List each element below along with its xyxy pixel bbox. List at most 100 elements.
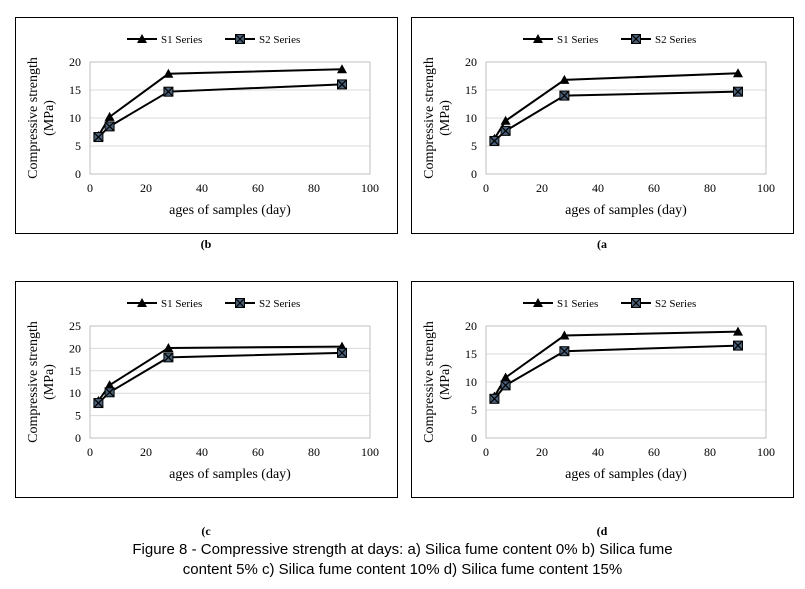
x-tick-label: 60 [252,445,264,459]
data-point [337,347,347,358]
y-tick-label: 20 [69,341,81,355]
triangle-marker-icon [533,298,543,307]
y-tick-label: 5 [471,139,477,153]
y-axis-label-line-2: (MPa) [42,364,57,400]
x-tick-label: 40 [592,445,604,459]
y-tick-label: 15 [465,347,477,361]
x-tick-label: 0 [483,181,489,195]
plot-area [89,325,371,439]
triangle-marker-icon [533,34,543,43]
x-tick-label: 40 [196,181,208,195]
data-point [337,64,347,74]
data-point [163,342,174,352]
data-point [733,340,743,351]
y-tick-label: 10 [465,111,477,125]
triangle-marker-icon [137,34,147,43]
data-point [559,74,570,84]
x-tick-label: 0 [87,181,93,195]
y-axis-label-line-2: (MPa) [438,100,453,136]
x-axis-label: ages of samples (day) [565,203,687,218]
x-tick-label: 20 [140,445,152,459]
chart-panel-b: 0 5 10 15 20 0 20 40 60 80 100 ages of samples (day… [15,17,427,298]
x-tick-label: 100 [361,181,379,195]
x-axis-label: ages of samples (day) [169,203,291,218]
y-tick-label: 5 [471,403,477,417]
y-axis-label: Compressive strength (MPa) [422,57,453,179]
data-point [733,86,743,97]
series-line [97,351,343,404]
y-tick-label: 20 [465,319,477,333]
plot-area [89,61,371,175]
figure-caption: Figure 8 - Compressive strength at days:… [0,540,805,580]
x-axis-label: ages of samples (day) [169,467,291,482]
data-point [104,387,115,398]
x-tick-label: 20 [536,181,548,195]
y-tick-label: 5 [75,139,81,153]
data-point [500,380,511,391]
legend-label: S2 Series [655,298,696,310]
legend: S1 Series S2 Series [523,34,696,46]
legend-label: S2 Series [655,34,696,46]
square-x-marker-icon [235,298,245,308]
data-point [337,79,347,90]
x-tick-label: 80 [308,181,320,195]
square-x-marker-icon [235,34,245,44]
figure-caption-line-1: Figure 8 - Compressive strength at days:… [132,541,673,558]
legend-label: S2 Series [259,34,300,46]
x-tick-label: 80 [308,445,320,459]
y-axis-label-line-1: Compressive strength [26,57,41,179]
x-axis-label: ages of samples (day) [565,467,687,482]
data-point [163,68,174,78]
data-point [559,346,570,357]
legend-label: S1 Series [557,298,598,310]
y-axis-label-line-2: (MPa) [438,364,453,400]
chart-frame [411,281,794,498]
chart-svg: 0 5 10 15 20 0 20 40 60 80 100 ages of samples (day… [411,17,794,251]
x-tick-label: 100 [361,445,379,459]
chart-frame [411,17,794,234]
y-axis-label-line-2: (MPa) [42,100,57,136]
square-x-marker-icon [631,298,641,308]
series-line [493,330,739,398]
data-point [733,326,743,336]
x-tick-label: 60 [252,181,264,195]
x-tick-label: 60 [648,445,660,459]
legend-label: S1 Series [161,34,202,46]
chart-panel-a: 0 5 10 15 20 0 20 40 60 80 100 ages of samples (day… [411,17,805,298]
figure-caption-line-2: content 5% c) Silica fume content 10% d)… [182,561,623,578]
chart-svg: 0 5 10 15 20 0 20 40 60 80 100 ages of samples (day… [411,281,794,538]
y-tick-label: 15 [69,83,81,97]
x-tick-label: 100 [757,445,775,459]
data-point [104,111,115,121]
chart-frame [15,281,398,498]
square-x-marker-icon [631,34,641,44]
legend-item: S1 Series [127,34,202,46]
series-line [97,68,343,137]
data-point [500,125,511,136]
plot-area [485,325,767,439]
series-line [97,83,343,138]
legend: S1 Series S2 Series [127,34,300,46]
chart-svg: 0 5 10 15 20 25 0 20 40 60 80 100 ages of samples (d… [15,281,398,538]
legend: S1 Series S2 Series [523,298,696,310]
y-axis-label: Compressive strength (MPa) [422,321,453,443]
y-axis-label: Compressive strength (MPa) [26,57,57,179]
y-tick-label: 0 [75,167,81,181]
y-tick-label: 20 [465,55,477,69]
x-tick-label: 20 [536,445,548,459]
x-tick-label: 80 [704,181,716,195]
x-tick-label: 100 [757,181,775,195]
legend-item: S2 Series [621,34,696,46]
data-point [500,115,511,125]
data-point [559,90,570,101]
y-tick-label: 0 [471,167,477,181]
x-tick-label: 0 [87,445,93,459]
y-tick-label: 15 [69,364,81,378]
legend-item: S1 Series [523,34,598,46]
legend-item: S2 Series [225,298,300,310]
chart-frame [15,17,398,234]
x-tick-label: 40 [196,445,208,459]
chart-panel-d: 0 5 10 15 20 0 20 40 60 80 100 ages of samples (day… [411,281,805,562]
legend: S1 Series S2 Series [127,298,300,310]
data-point [559,330,570,340]
